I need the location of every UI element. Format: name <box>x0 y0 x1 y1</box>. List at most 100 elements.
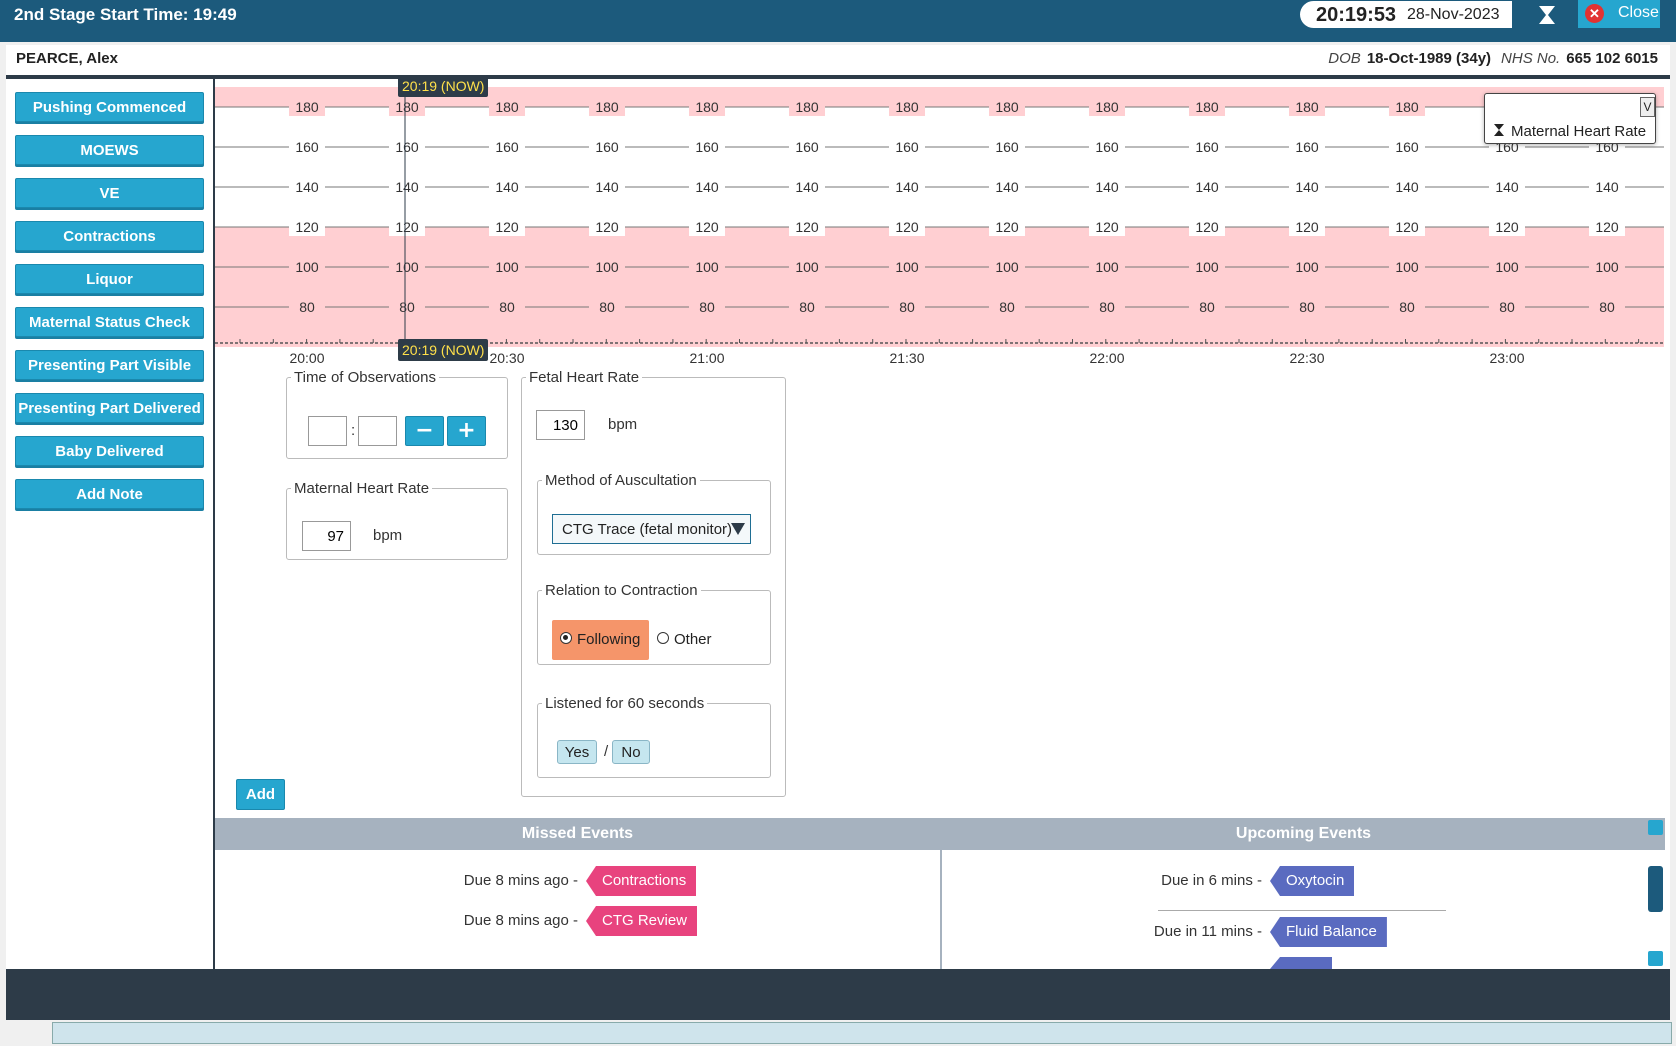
dob-label: DOB <box>1328 50 1361 67</box>
y-tick-label: 120 <box>495 219 519 235</box>
relation-following-option[interactable]: Following <box>552 620 649 660</box>
relation-other-option[interactable]: Other <box>649 620 747 660</box>
y-tick-bg <box>489 258 525 276</box>
legend-label: Maternal Heart Rate <box>1511 123 1647 140</box>
y-tick-label: 120 <box>1195 219 1219 235</box>
listened-yes-button[interactable]: Yes <box>557 740 597 764</box>
presenting-part-visible-button[interactable]: Presenting Part Visible <box>15 350 204 380</box>
y-tick-bg <box>289 138 325 156</box>
y-tick-bg <box>1589 258 1625 276</box>
y-tick-bg <box>1289 138 1325 156</box>
y-tick-bg <box>1089 138 1125 156</box>
y-tick-label: 180 <box>1095 99 1119 115</box>
x-tick-label: 20:30 <box>489 350 524 366</box>
decrement-time-button[interactable]: − <box>405 416 444 446</box>
y-tick-bg <box>289 298 325 316</box>
stage-start-time: 2nd Stage Start Time: 19:49 <box>14 5 237 24</box>
y-tick-label: 180 <box>495 99 519 115</box>
y-tick-label: 80 <box>1599 299 1615 315</box>
y-tick-label: 160 <box>795 139 819 155</box>
missed-event-due: Due 8 mins ago - <box>463 872 578 889</box>
y-tick-label: 160 <box>495 139 519 155</box>
y-tick-bg <box>789 178 825 196</box>
add-note-button[interactable]: Add Note <box>15 479 204 509</box>
y-tick-bg <box>1289 298 1325 316</box>
chart-band <box>215 187 1664 227</box>
y-tick-label: 120 <box>1395 219 1419 235</box>
scrollbar-thumb[interactable] <box>1648 866 1663 912</box>
auscultation-method-select[interactable]: CTG Trace (fetal monitor) <box>552 514 751 544</box>
y-tick-label: 80 <box>1499 299 1515 315</box>
scroll-up-button[interactable] <box>1648 820 1663 835</box>
y-tick-label: 160 <box>995 139 1019 155</box>
ve-button[interactable]: VE <box>15 178 204 208</box>
y-tick-bg <box>589 178 625 196</box>
y-tick-bg <box>289 218 325 236</box>
y-tick-bg <box>1089 98 1125 116</box>
y-tick-bg <box>889 138 925 156</box>
x-tick-label: 20:00 <box>289 350 324 366</box>
y-tick-bg <box>489 218 525 236</box>
fetal-heart-rate-input[interactable] <box>536 410 585 440</box>
y-tick-bg <box>389 298 425 316</box>
events-divider <box>940 818 942 969</box>
moews-button[interactable]: MOEWS <box>15 135 204 165</box>
y-tick-bg <box>789 218 825 236</box>
y-tick-bg <box>1389 98 1425 116</box>
upcoming-event-tag[interactable]: Fluid Balance <box>1270 917 1387 947</box>
title-bar: 2nd Stage Start Time: 19:49 20:19:53 28-… <box>0 0 1676 42</box>
hourglass-icon <box>1494 124 1504 136</box>
chart-band <box>215 147 1664 187</box>
presenting-part-delivered-button[interactable]: Presenting Part Delivered <box>15 393 204 423</box>
listened-no-button[interactable]: No <box>612 740 650 764</box>
contractions-button[interactable]: Contractions <box>15 221 204 251</box>
now-marker-top: 20:19 (NOW) <box>398 75 489 97</box>
y-tick-label: 160 <box>595 139 619 155</box>
y-tick-label: 120 <box>595 219 619 235</box>
radio-selected-icon <box>560 632 572 644</box>
y-tick-label: 120 <box>695 219 719 235</box>
minute-input[interactable] <box>358 416 397 446</box>
y-tick-bg <box>289 98 325 116</box>
y-tick-label: 100 <box>395 259 419 275</box>
y-tick-label: 120 <box>295 219 319 235</box>
y-tick-label: 180 <box>295 99 319 115</box>
maternal-status-check-button[interactable]: Maternal Status Check <box>15 307 204 337</box>
baby-delivered-button[interactable]: Baby Delivered <box>15 436 204 466</box>
y-tick-bg <box>1389 258 1425 276</box>
y-tick-bg <box>1189 218 1225 236</box>
chart-legend[interactable]: V Maternal Heart Rate <box>1484 93 1656 144</box>
y-tick-bg <box>989 98 1025 116</box>
heart-rate-chart[interactable]: 1801801801801801801801801801801801801801… <box>215 75 1672 379</box>
upcoming-event-tag[interactable]: Oxytocin <box>1270 866 1355 896</box>
y-tick-bg <box>1489 298 1525 316</box>
pushing-commenced-button[interactable]: Pushing Commenced <box>15 92 204 122</box>
y-tick-label: 120 <box>395 219 419 235</box>
y-tick-bg <box>789 138 825 156</box>
patient-identifiers: DOB 18-Oct-1989 (34y) NHS No. 665 102 6015 <box>1318 50 1658 67</box>
chart-band <box>215 267 1664 307</box>
y-tick-bg <box>989 178 1025 196</box>
hourglass-icon[interactable] <box>1536 4 1558 26</box>
liquor-button[interactable]: Liquor <box>15 264 204 294</box>
legend-toggle-button[interactable]: V <box>1640 97 1655 117</box>
yes-no-separator: / <box>604 743 609 760</box>
maternal-heart-rate-input[interactable] <box>302 521 351 551</box>
increment-time-button[interactable]: + <box>447 416 486 446</box>
footer-bar <box>6 969 1670 1020</box>
missed-event-tag[interactable]: CTG Review <box>586 906 698 936</box>
y-tick-label: 160 <box>1095 139 1119 155</box>
time-separator: : <box>351 422 356 439</box>
add-observation-button[interactable]: Add <box>236 779 285 810</box>
y-tick-label: 80 <box>599 299 615 315</box>
now-marker-bottom: 20:19 (NOW) <box>398 339 489 361</box>
x-tick-label: 22:00 <box>1089 350 1124 366</box>
dob-value: 18-Oct-1989 (34y) <box>1366 50 1492 67</box>
close-button[interactable]: ✕ Close <box>1578 0 1660 28</box>
y-tick-label: 80 <box>299 299 315 315</box>
scroll-down-button[interactable] <box>1648 951 1663 966</box>
missed-event-tag[interactable]: Contractions <box>586 866 697 896</box>
y-tick-label: 80 <box>1399 299 1415 315</box>
y-tick-bg <box>489 298 525 316</box>
hour-input[interactable] <box>308 416 347 446</box>
